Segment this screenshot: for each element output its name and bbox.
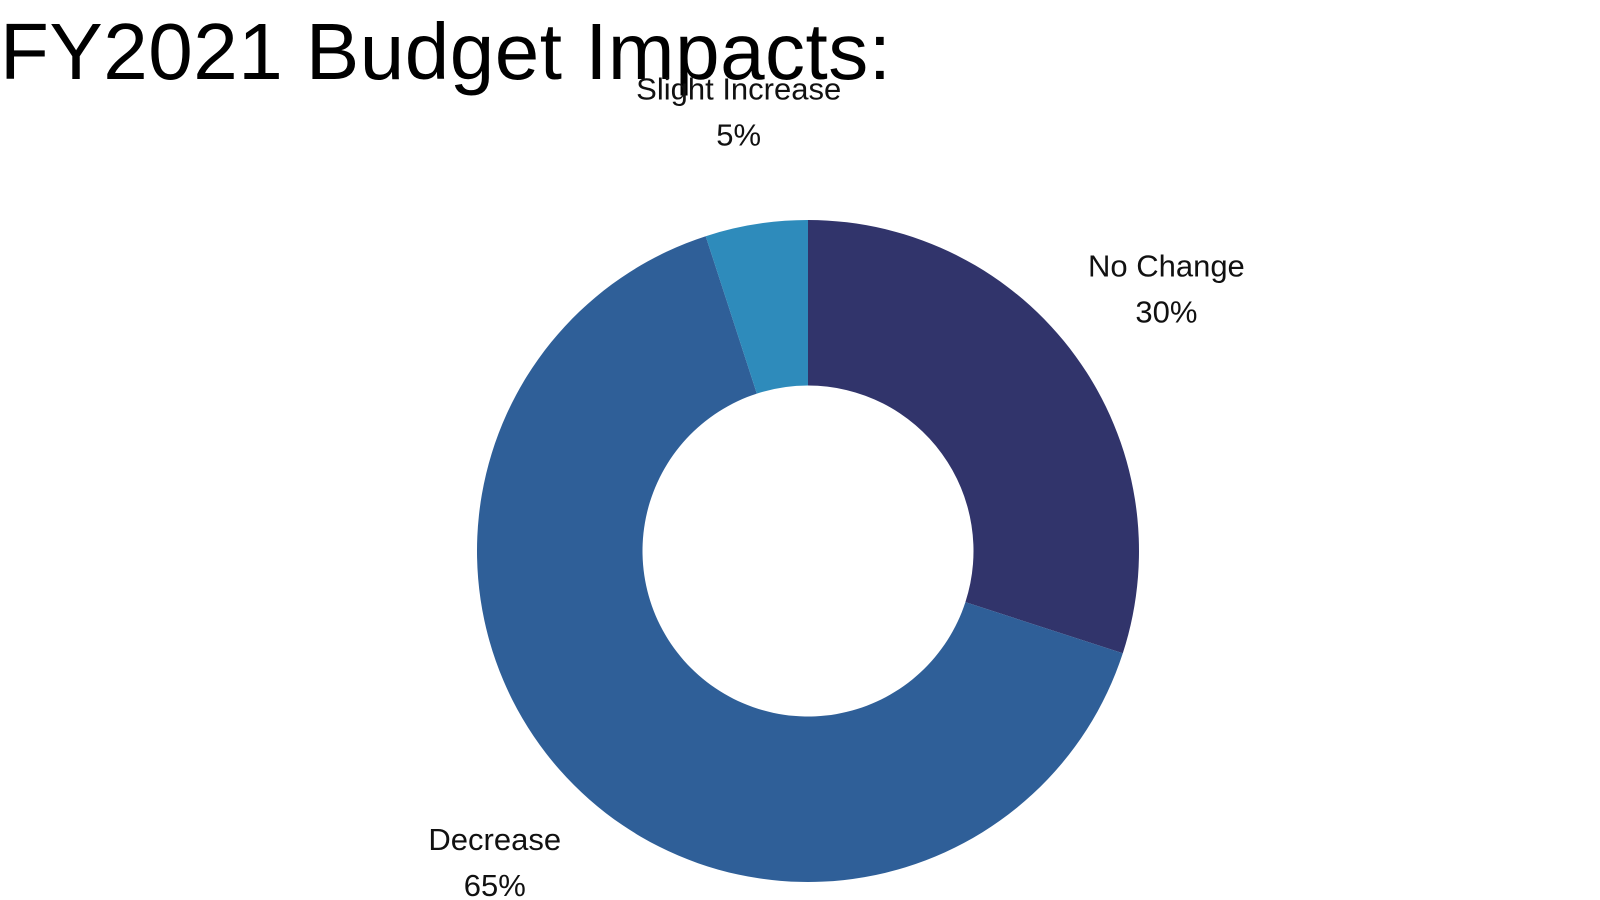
donut-slices — [476, 220, 1139, 883]
data-label-percent: 30% — [1135, 295, 1197, 330]
data-label-category: No Change — [1088, 249, 1245, 284]
data-label-percent: 65% — [464, 868, 526, 900]
data-label-slight-increase: Slight Increase 5% — [636, 71, 841, 152]
slide-title: FY2021 Budget Impacts: — [0, 7, 892, 96]
data-label-category: Decrease — [428, 822, 561, 857]
data-label-percent: 5% — [716, 117, 761, 152]
slice-no-change — [808, 220, 1139, 654]
slice-slight-increase — [705, 220, 808, 394]
data-label-decrease: Decrease 65% — [428, 822, 561, 900]
slice-decrease — [476, 236, 1123, 883]
donut-data-labels: No Change 30% Decrease 65% Slight Increase 5% — [428, 71, 1244, 900]
data-label-no-change: No Change 30% — [1088, 249, 1245, 330]
data-label-category: Slight Increase — [636, 71, 841, 106]
